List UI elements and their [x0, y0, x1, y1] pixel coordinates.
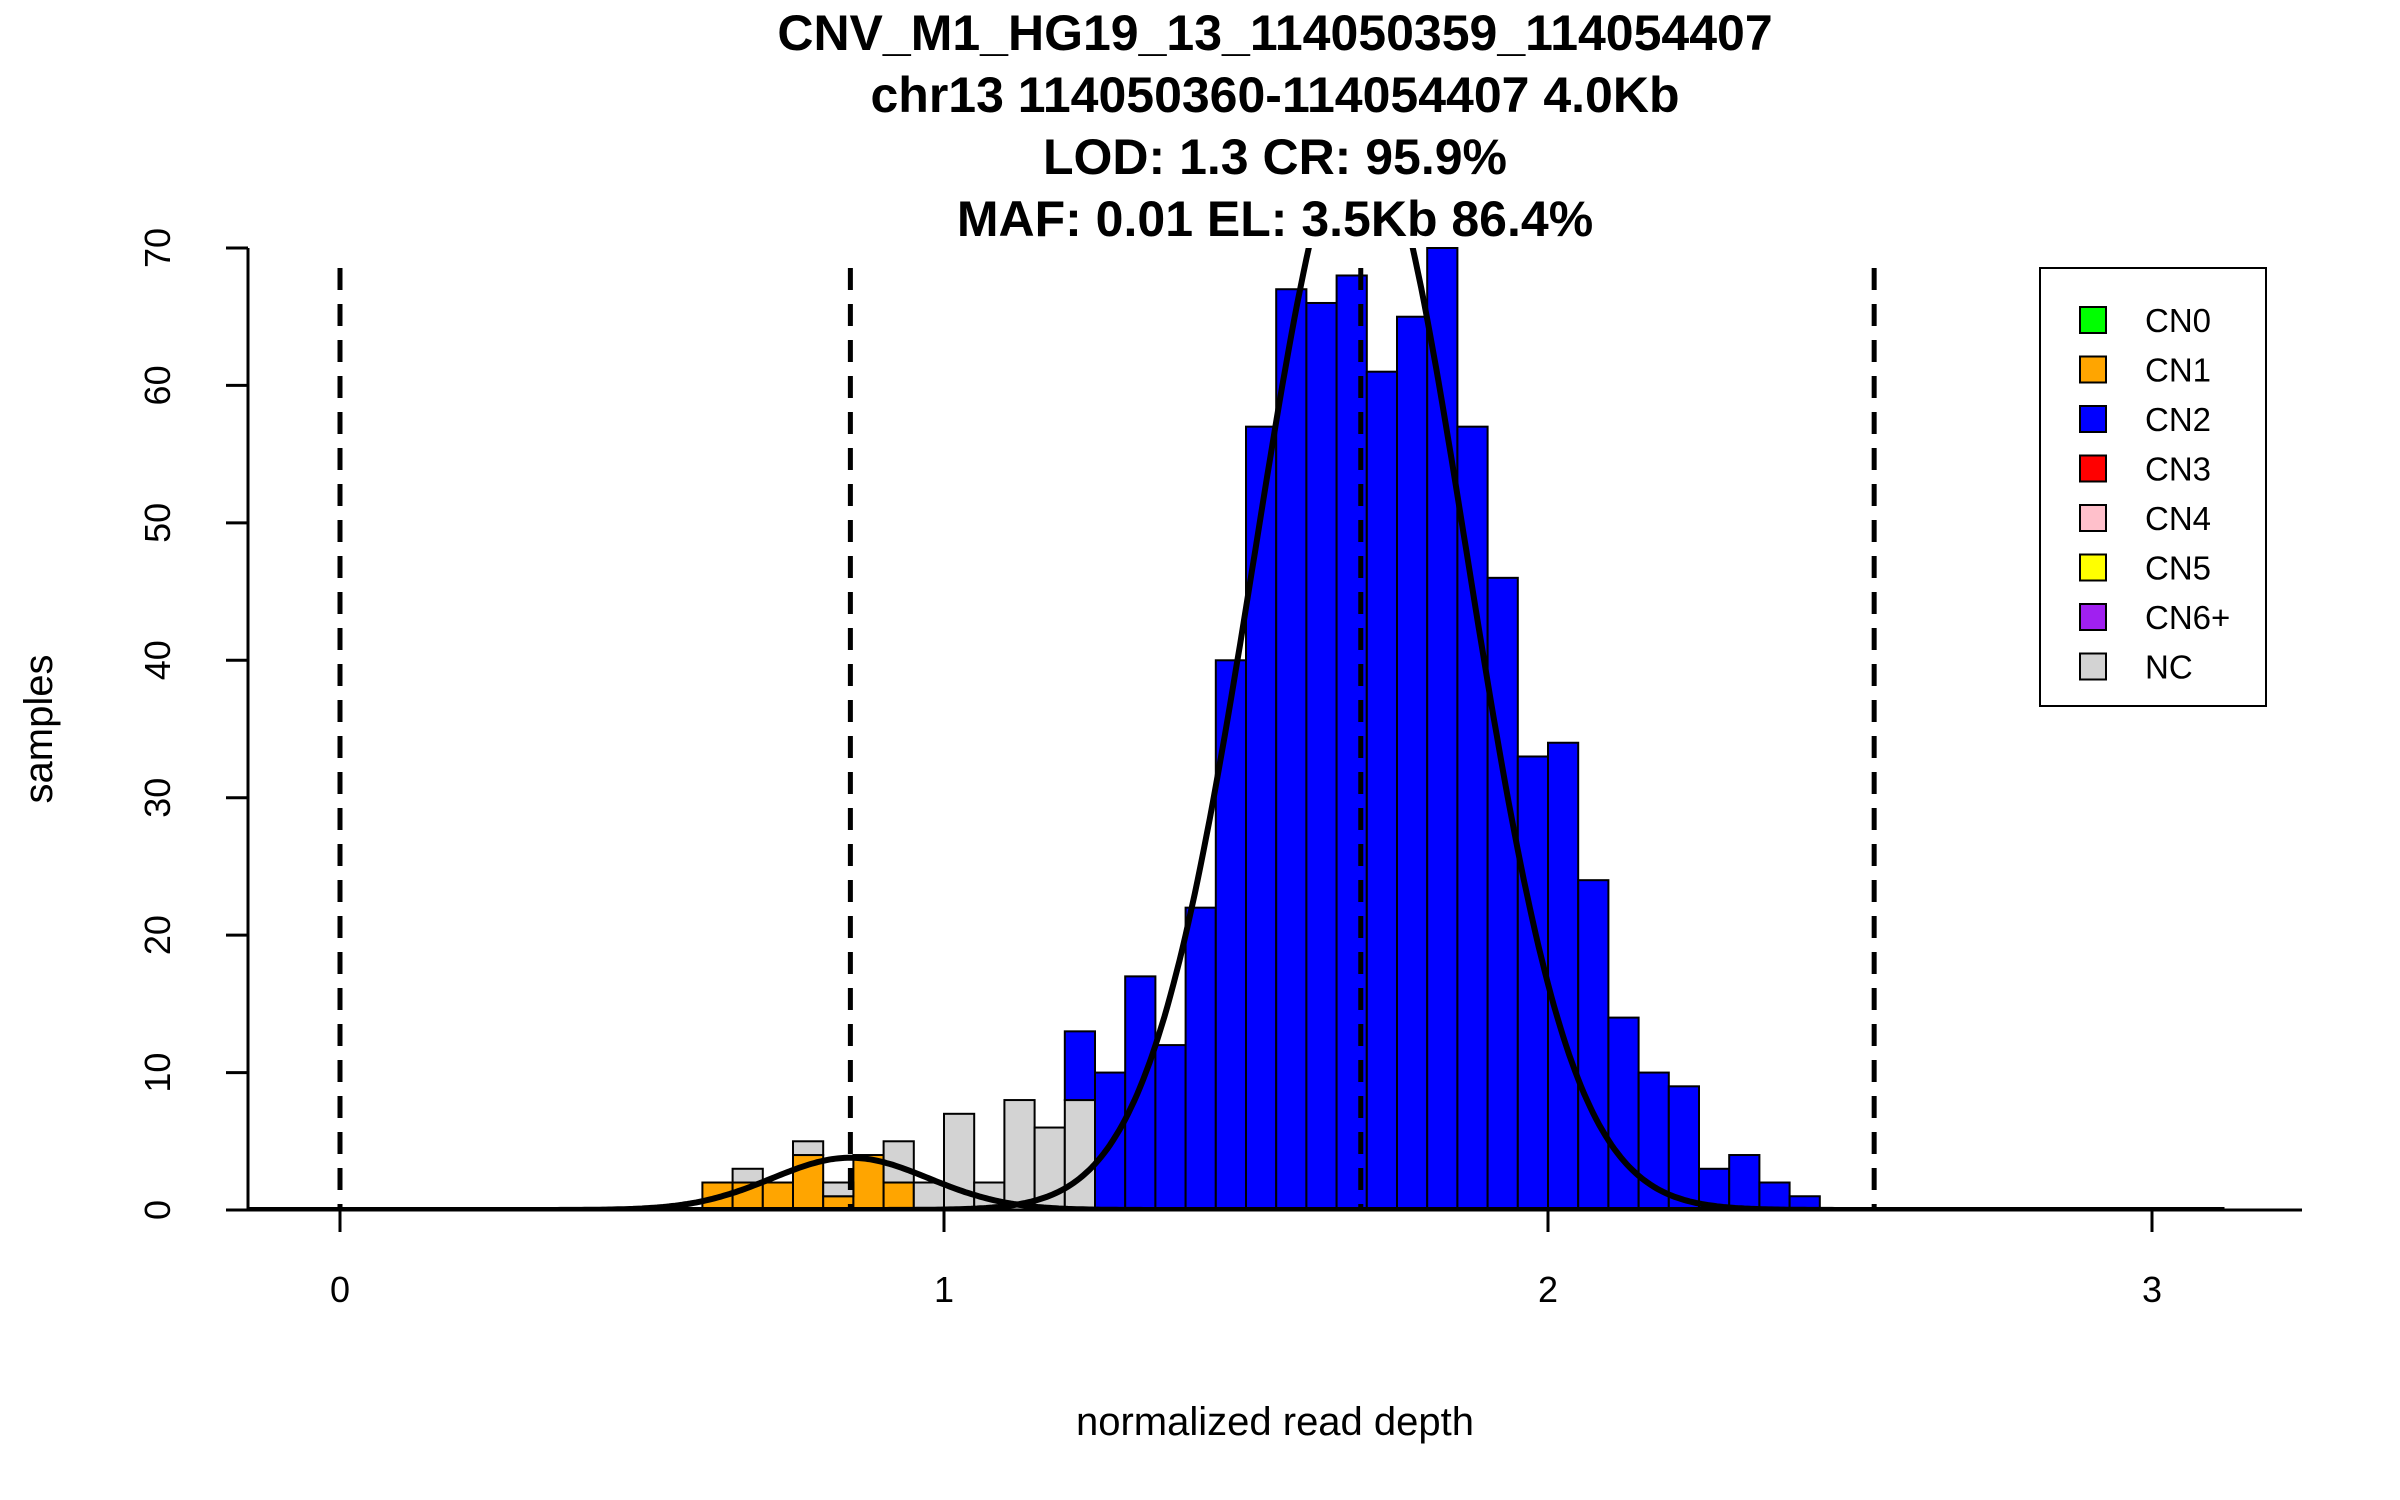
bar-cn2-0 — [1063, 1030, 1097, 1102]
legend-label-cn2: CN2 — [2145, 401, 2211, 438]
bar-cn2-10 — [1365, 370, 1399, 1211]
y-tick-label-6: 60 — [137, 365, 178, 405]
bar-cn1-6 — [882, 1181, 915, 1211]
bar-cn2-8 — [1305, 301, 1338, 1211]
title-line-3: LOD: 1.3 CR: 95.9% — [1043, 129, 1507, 185]
bar-cn2-22 — [1728, 1154, 1761, 1211]
legend: CN0 CN1 CN2 CN3 CN4 CN5 CN6+ NC — [2039, 267, 2267, 707]
y-tick-label-7: 70 — [137, 228, 178, 268]
legend-label-nc: NC — [2145, 649, 2193, 686]
bar-cn2-18 — [1607, 1016, 1640, 1211]
bar-cn2-4 — [1184, 906, 1217, 1212]
fit-curve-2 — [249, 248, 2225, 1210]
legend-swatch-cn5 — [2079, 553, 2107, 582]
legend-box — [2039, 267, 2267, 707]
legend-label-cn6plus: CN6+ — [2145, 599, 2230, 636]
y-tick-label-3: 30 — [137, 778, 178, 818]
legend-swatch-cn0 — [2079, 306, 2107, 334]
title-line-4: MAF: 0.01 EL: 3.5Kb 86.4% — [957, 191, 1593, 247]
bar-cn2-16 — [1547, 741, 1580, 1211]
title-line-2: chr13 114050360-114054407 4.0Kb — [870, 67, 1679, 123]
y-tick-label-5: 50 — [137, 503, 178, 543]
x-axis-label: normalized read depth — [1076, 1400, 1474, 1444]
histogram-bars — [701, 247, 1821, 1212]
legend-label-cn1: CN1 — [2145, 352, 2211, 389]
bar-nc-4 — [822, 1181, 855, 1198]
title-line-1: CNV_M1_HG19_13_114050359_114054407 — [777, 5, 1772, 61]
bar-nc-3 — [792, 1140, 825, 1157]
bar-cn1-2 — [761, 1181, 794, 1211]
bar-nc-10 — [1003, 1099, 1036, 1211]
bar-nc-1 — [731, 1167, 764, 1184]
x-tick-label-1: 1 — [934, 1269, 954, 1310]
y-tick-label-4: 40 — [137, 640, 178, 680]
x-tick-label-0: 0 — [330, 1269, 350, 1310]
bar-cn2-5 — [1214, 659, 1248, 1211]
y-axis-label: samples — [17, 655, 61, 804]
bar-cn2-17 — [1577, 879, 1610, 1212]
threshold-lines — [337, 268, 1877, 1210]
bar-cn2-7 — [1275, 288, 1308, 1211]
y-tick-label-2: 20 — [137, 915, 178, 955]
legend-swatch-cn1 — [2079, 355, 2107, 384]
y-tick-label-1: 10 — [137, 1053, 178, 1093]
x-tick-label-2: 2 — [1538, 1269, 1558, 1310]
bar-nc-12 — [1063, 1099, 1097, 1211]
x-tick-label-3: 3 — [2142, 1269, 2162, 1310]
chart-title: CNV_M1_HG19_13_114050359_114054407 chr13… — [777, 5, 1772, 247]
legend-swatch-cn2 — [2079, 405, 2107, 433]
bar-cn2-11 — [1396, 315, 1429, 1211]
bar-cn2-6 — [1245, 425, 1278, 1211]
legend-swatch-nc — [2079, 652, 2107, 681]
legend-label-cn5: CN5 — [2145, 550, 2211, 587]
legend-swatch-cn6plus — [2079, 603, 2107, 631]
legend-swatch-cn3 — [2079, 454, 2107, 483]
legend-label-cn4: CN4 — [2145, 500, 2211, 537]
bar-cn2-14 — [1486, 576, 1519, 1211]
legend-label-cn3: CN3 — [2145, 451, 2211, 488]
bar-nc-7 — [912, 1181, 945, 1211]
bar-cn2-23 — [1758, 1181, 1791, 1211]
bar-cn2-3 — [1154, 1044, 1187, 1211]
legend-swatch-cn4 — [2079, 504, 2107, 532]
legend-label-cn0: CN0 — [2145, 302, 2211, 339]
y-tick-label-0: 0 — [137, 1200, 178, 1220]
bar-cn2-20 — [1667, 1085, 1701, 1212]
bar-cn2-13 — [1456, 425, 1489, 1211]
bar-cn2-15 — [1516, 755, 1550, 1211]
